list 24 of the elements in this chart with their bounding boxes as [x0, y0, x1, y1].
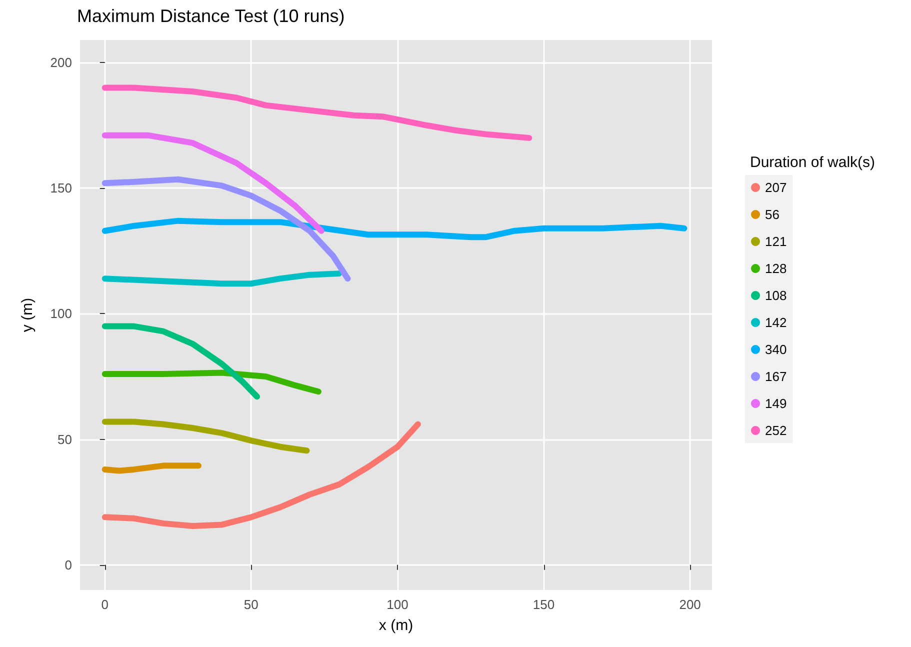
y-tick-label: 50: [58, 432, 72, 447]
chart-title: Maximum Distance Test (10 runs): [77, 6, 345, 26]
legend-label: 142: [765, 315, 787, 330]
legend-label: 149: [765, 396, 787, 411]
x-tick-label: 0: [101, 597, 108, 612]
legend-label: 207: [765, 180, 787, 195]
x-axis-title: x (m): [378, 617, 414, 634]
legend-label: 108: [765, 288, 787, 303]
legend-label: 128: [765, 261, 787, 276]
y-axis-title: y (m): [19, 298, 36, 332]
x-tick-label: 200: [679, 597, 701, 612]
y-tick-label: 0: [64, 557, 72, 572]
legend-title: Duration of walk(s): [750, 154, 876, 171]
legend-label: 252: [765, 423, 787, 438]
legend-label: 340: [765, 342, 787, 357]
legend-label: 56: [765, 207, 780, 222]
x-tick-label: 50: [244, 597, 258, 612]
legend-label: 167: [765, 369, 787, 384]
y-tick-label: 150: [50, 180, 72, 196]
y-tick-label: 200: [50, 55, 72, 70]
y-tick-label: 100: [50, 306, 72, 322]
x-tick-label: 100: [386, 597, 408, 612]
x-tick-label: 150: [532, 597, 555, 612]
legend-label: 121: [765, 234, 787, 249]
